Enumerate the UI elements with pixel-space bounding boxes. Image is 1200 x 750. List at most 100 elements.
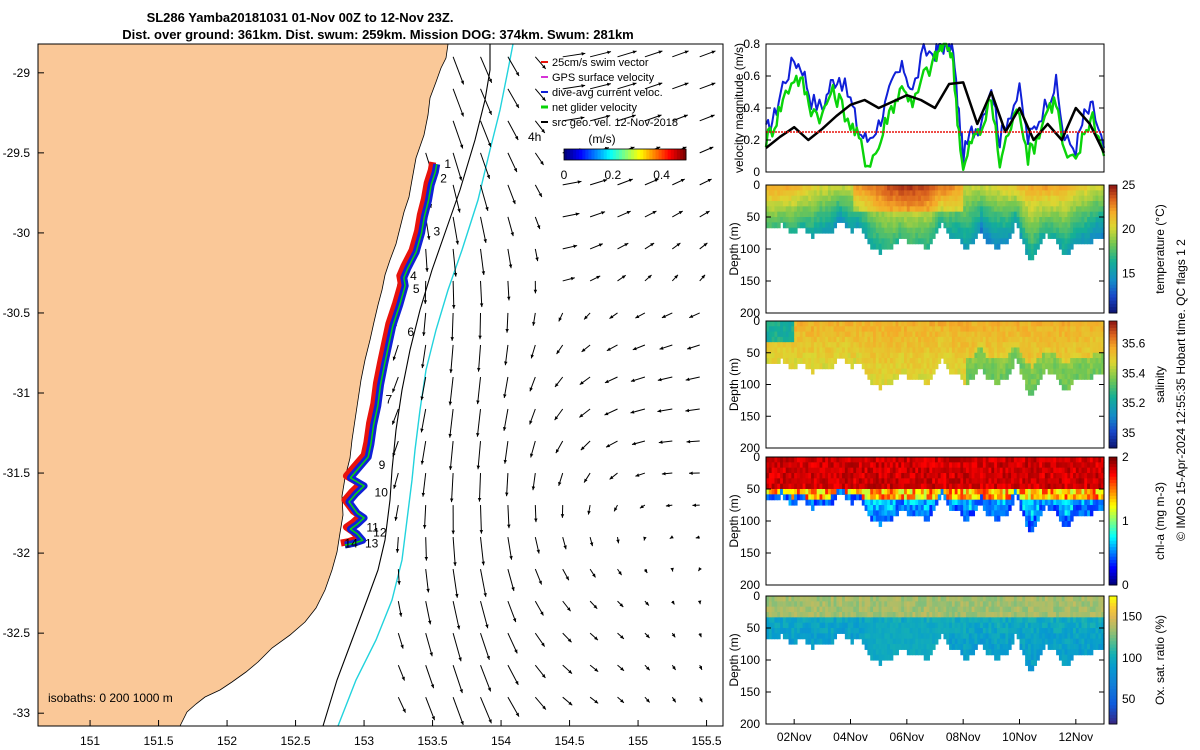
section-cell bbox=[1061, 478, 1066, 485]
section-cell bbox=[923, 352, 928, 359]
section-cell bbox=[892, 505, 897, 511]
section-cell bbox=[1011, 494, 1015, 501]
section-cell bbox=[988, 462, 992, 469]
section-cell bbox=[1025, 483, 1029, 490]
section-cell bbox=[895, 494, 899, 501]
section-cell bbox=[878, 384, 883, 391]
section-cell bbox=[844, 457, 849, 463]
section-cell bbox=[766, 601, 770, 608]
section-cell bbox=[788, 633, 792, 640]
section-cell bbox=[827, 206, 832, 213]
section-cell bbox=[898, 499, 902, 506]
section-cell bbox=[878, 515, 883, 522]
section-cell bbox=[991, 505, 995, 511]
section-cell bbox=[827, 478, 832, 485]
section-cell bbox=[1019, 336, 1023, 343]
section-cell bbox=[1027, 526, 1032, 533]
geo-velocity-arrowhead bbox=[535, 257, 539, 262]
section-cell bbox=[951, 227, 956, 234]
section-cell bbox=[926, 352, 930, 359]
section-cell bbox=[923, 654, 928, 661]
section-cell bbox=[1047, 326, 1052, 333]
section-cell bbox=[864, 358, 868, 364]
section-cell bbox=[1005, 363, 1009, 370]
section-cell bbox=[796, 473, 801, 479]
geo-velocity-arrow bbox=[421, 344, 427, 369]
section-cell bbox=[827, 217, 832, 223]
section-cell bbox=[819, 336, 823, 343]
section-cell bbox=[1027, 515, 1032, 522]
section-cell bbox=[991, 494, 995, 501]
section-cell bbox=[1064, 457, 1068, 463]
colorbar-cell bbox=[582, 149, 586, 160]
section-cell bbox=[811, 195, 815, 202]
section-cell bbox=[999, 347, 1004, 354]
section-cell bbox=[822, 617, 826, 624]
section-cell bbox=[839, 206, 843, 213]
section-cell bbox=[847, 478, 852, 485]
section-cell bbox=[794, 483, 798, 490]
section-cell bbox=[923, 358, 928, 364]
colorbar-cell bbox=[1109, 537, 1117, 541]
map-y-tick-label: -33 bbox=[13, 706, 31, 720]
section-cell bbox=[1039, 190, 1043, 197]
section-cell bbox=[870, 379, 874, 386]
section-cell bbox=[805, 222, 809, 229]
section-cell bbox=[1044, 499, 1049, 506]
section-cell bbox=[1098, 201, 1102, 207]
section-cell bbox=[796, 467, 801, 474]
section-cell bbox=[819, 227, 823, 234]
section-cell bbox=[1016, 473, 1021, 479]
section-cell bbox=[1016, 352, 1021, 359]
section-cell bbox=[1019, 211, 1023, 218]
section-cell bbox=[853, 206, 857, 213]
section-cell bbox=[873, 489, 877, 495]
section-cell bbox=[1075, 342, 1080, 349]
section-cell bbox=[1061, 331, 1066, 338]
geo-velocity-arrow bbox=[451, 312, 454, 341]
section-cell bbox=[813, 612, 818, 618]
section-cell bbox=[850, 457, 854, 463]
section-cell bbox=[915, 363, 919, 370]
colorbar-cell bbox=[1109, 400, 1117, 405]
geo-velocity-arrowhead bbox=[661, 314, 666, 318]
section-cell bbox=[794, 195, 798, 202]
section-cell bbox=[1039, 185, 1043, 191]
geo-velocity-arrowhead bbox=[631, 114, 636, 118]
section-cell bbox=[799, 201, 804, 207]
colorbar-cell bbox=[631, 149, 635, 160]
section-cell bbox=[785, 601, 790, 608]
section-cell bbox=[946, 499, 950, 506]
section-cell bbox=[1011, 185, 1015, 191]
section-cell bbox=[1039, 368, 1043, 375]
section-cell bbox=[794, 342, 798, 349]
geo-velocity-arrowhead bbox=[453, 272, 458, 277]
colorbar-cell bbox=[1109, 330, 1117, 335]
section-cell bbox=[906, 467, 911, 474]
section-cell bbox=[850, 612, 854, 618]
geo-velocity-arrowhead bbox=[592, 573, 596, 578]
section-cell bbox=[954, 185, 959, 191]
section-cell bbox=[909, 494, 914, 501]
section-cell bbox=[1070, 368, 1074, 375]
geo-velocity-arrowhead bbox=[630, 410, 635, 414]
section-cell bbox=[794, 473, 798, 479]
section-cell bbox=[771, 358, 776, 364]
section-cell bbox=[935, 206, 939, 213]
section-cell bbox=[785, 326, 790, 333]
section-cell bbox=[1064, 473, 1068, 479]
section-cell bbox=[856, 326, 860, 333]
section-cell bbox=[864, 617, 868, 624]
section-cell bbox=[985, 233, 990, 239]
section-cell bbox=[918, 217, 922, 223]
section-cell bbox=[811, 352, 815, 359]
section-cell bbox=[864, 494, 868, 501]
geo-velocity-arrowhead bbox=[587, 510, 591, 515]
section-cell bbox=[937, 489, 942, 495]
section-cell bbox=[887, 622, 891, 629]
geo-velocity-arrow bbox=[424, 505, 427, 529]
section-cell bbox=[1070, 494, 1074, 501]
section-cell bbox=[1056, 190, 1060, 197]
section-cell bbox=[1101, 363, 1105, 370]
section-cell bbox=[830, 331, 835, 338]
